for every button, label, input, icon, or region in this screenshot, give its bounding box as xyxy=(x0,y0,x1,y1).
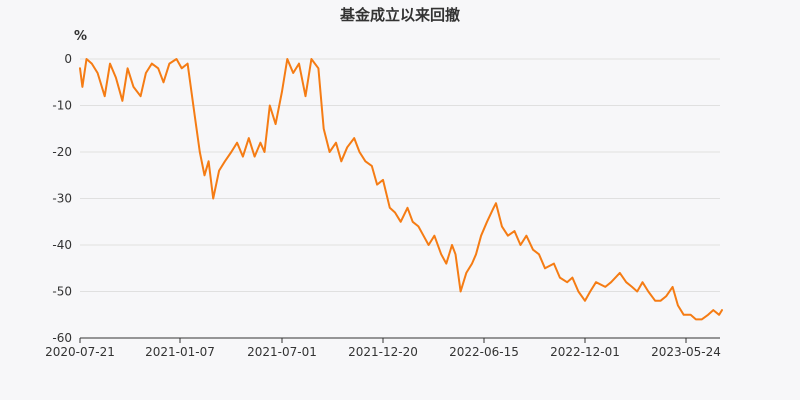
x-tick-label: 2020-07-21 xyxy=(45,345,115,359)
x-tick-label: 2021-12-20 xyxy=(348,345,418,359)
y-axis-unit: % xyxy=(74,29,88,44)
x-tick-label: 2022-12-01 xyxy=(550,345,620,359)
y-tick-label: 0 xyxy=(64,52,72,66)
y-tick-label: -60 xyxy=(52,331,72,345)
x-tick-label: 2022-06-15 xyxy=(449,345,519,359)
y-tick-label: -10 xyxy=(52,99,72,113)
y-tick-label: -40 xyxy=(52,238,72,252)
x-tick-label: 2021-01-07 xyxy=(145,345,215,359)
y-tick-label: -30 xyxy=(52,192,72,206)
y-tick-label: -20 xyxy=(52,145,72,159)
x-tick-label: 2023-05-24 xyxy=(651,345,721,359)
drawdown-series-line xyxy=(79,58,723,321)
x-tick-label: 2021-07-01 xyxy=(247,345,317,359)
y-tick-label: -50 xyxy=(52,285,72,299)
chart-title: 基金成立以来回撤 xyxy=(339,6,460,24)
